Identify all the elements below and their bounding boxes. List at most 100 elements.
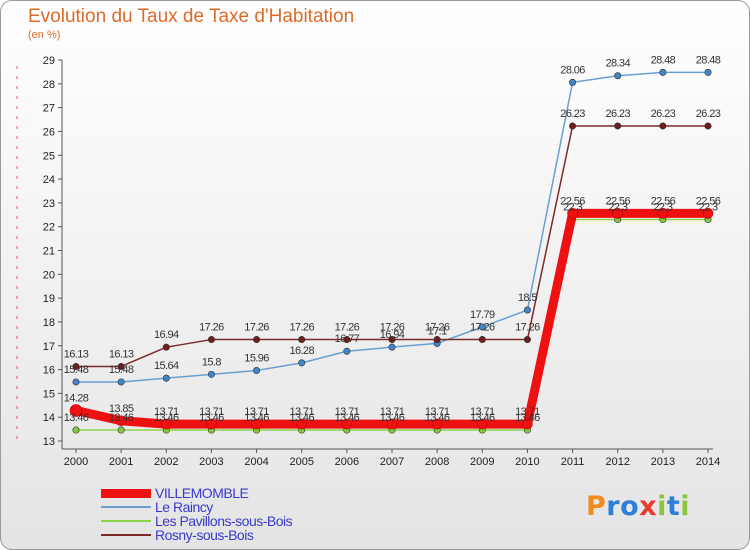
logo-letter: i bbox=[657, 491, 667, 522]
data-label: 15.8 bbox=[202, 356, 221, 368]
legend-label-villemomble: VILLEMOMBLE bbox=[155, 485, 249, 501]
series-line bbox=[71, 208, 713, 429]
legend-item: Rosny-sous-Bois bbox=[101, 528, 292, 542]
data-label: 17.26 bbox=[335, 322, 360, 334]
data-label: 13.46 bbox=[64, 412, 89, 424]
data-label: 13.46 bbox=[109, 412, 134, 424]
data-label: 22.56 bbox=[696, 195, 721, 207]
data-label: 16.94 bbox=[154, 329, 179, 341]
data-point bbox=[298, 336, 306, 344]
data-point bbox=[569, 122, 577, 130]
data-point bbox=[253, 336, 261, 344]
logo-letter: P bbox=[586, 491, 607, 522]
legend-label-le-raincy: Le Raincy bbox=[155, 499, 213, 515]
data-label: 13.46 bbox=[335, 412, 360, 424]
chart-title: Evolution du Taux de Taxe d'Habitation bbox=[28, 6, 355, 27]
data-point bbox=[343, 336, 351, 344]
logo-letter: o bbox=[620, 491, 640, 522]
x-tick-label: 2007 bbox=[380, 456, 404, 468]
data-label: 17.26 bbox=[470, 322, 495, 334]
data-label: 13.46 bbox=[425, 412, 450, 424]
data-label: 22.56 bbox=[560, 195, 585, 207]
data-label: 28.06 bbox=[560, 64, 585, 76]
data-point bbox=[657, 208, 669, 219]
unit-label: (en %) bbox=[28, 29, 61, 41]
data-point bbox=[207, 336, 215, 344]
data-label: 17.26 bbox=[425, 322, 450, 334]
legend-swatch-villemomble bbox=[101, 488, 151, 498]
x-tick-label: 2011 bbox=[561, 456, 585, 468]
data-label: 16.28 bbox=[289, 345, 314, 357]
data-label: 22.3 bbox=[563, 202, 582, 214]
data-label: 13.71 bbox=[289, 406, 314, 418]
x-tick-label: 2014 bbox=[696, 456, 720, 468]
data-label: 13.71 bbox=[199, 406, 224, 418]
data-label: 17.26 bbox=[289, 322, 314, 334]
data-label: 13.71 bbox=[154, 406, 179, 418]
data-label: 13.71 bbox=[335, 406, 360, 418]
y-tick-label: 27 bbox=[43, 103, 55, 115]
data-point bbox=[117, 378, 125, 386]
legend-item: Les Pavillons-sous-Bois bbox=[101, 514, 293, 528]
data-label: 13.46 bbox=[289, 412, 314, 424]
data-point bbox=[253, 367, 261, 375]
data-point bbox=[160, 418, 172, 430]
data-point bbox=[115, 415, 127, 427]
x-tick-label: 2012 bbox=[605, 456, 629, 468]
data-point bbox=[162, 374, 170, 382]
data-label: 26.23 bbox=[696, 108, 721, 120]
legend-label-rosny: Rosny-sous-Bois bbox=[155, 527, 254, 543]
data-label: 17.26 bbox=[244, 322, 269, 334]
data-label: 16.94 bbox=[380, 329, 405, 341]
data-point bbox=[478, 336, 486, 344]
data-point bbox=[433, 336, 441, 344]
data-point bbox=[343, 347, 351, 355]
y-tick-label: 21 bbox=[43, 246, 55, 258]
data-label: 16.13 bbox=[64, 348, 89, 360]
data-point bbox=[296, 418, 308, 430]
y-tick-label: 14 bbox=[43, 412, 55, 424]
data-label: 17.26 bbox=[199, 322, 224, 334]
data-point bbox=[659, 68, 667, 76]
data-label: 17.79 bbox=[470, 309, 495, 321]
data-point bbox=[523, 306, 531, 314]
data-point bbox=[612, 208, 624, 219]
data-point bbox=[72, 426, 80, 434]
x-tick-label: 2002 bbox=[154, 456, 178, 468]
data-point bbox=[522, 418, 533, 430]
data-label: 17.1 bbox=[428, 325, 447, 337]
data-label: 22.3 bbox=[653, 202, 672, 214]
legend: VILLEMOMBLE Le Raincy Les Pavillons-sous… bbox=[101, 486, 293, 542]
y-tick-label: 20 bbox=[43, 269, 55, 281]
x-tick-label: 2013 bbox=[651, 456, 675, 468]
data-label: 26.23 bbox=[560, 108, 585, 120]
data-point bbox=[569, 78, 577, 86]
data-label: 13.71 bbox=[380, 406, 405, 418]
data-label: 13.46 bbox=[470, 412, 495, 424]
data-point bbox=[69, 404, 83, 417]
data-label: 13.71 bbox=[244, 406, 269, 418]
y-tick-label: 23 bbox=[43, 198, 55, 210]
data-point bbox=[478, 323, 486, 331]
x-tick-label: 2005 bbox=[289, 456, 313, 468]
data-label: 28.48 bbox=[651, 54, 676, 66]
y-tick-label: 26 bbox=[43, 126, 55, 138]
data-label: 28.48 bbox=[696, 54, 721, 66]
data-label: 13.46 bbox=[380, 412, 405, 424]
data-label: 13.46 bbox=[154, 412, 179, 424]
data-point bbox=[388, 336, 396, 344]
data-point bbox=[614, 72, 622, 80]
legend-item: VILLEMOMBLE bbox=[101, 486, 292, 500]
data-label: 13.46 bbox=[244, 412, 269, 424]
x-tick-label: 2004 bbox=[244, 456, 268, 468]
data-label: 15.48 bbox=[64, 364, 89, 376]
y-tick-label: 18 bbox=[43, 317, 55, 329]
data-label: 13.46 bbox=[515, 412, 540, 424]
y-tick-label: 25 bbox=[43, 150, 55, 162]
data-label: 22.56 bbox=[651, 195, 676, 207]
y-tick-label: 16 bbox=[43, 365, 55, 377]
legend-item: Le Raincy bbox=[101, 500, 292, 514]
x-tick-label: 2009 bbox=[470, 456, 494, 468]
data-label: 13.71 bbox=[470, 406, 495, 418]
data-point bbox=[117, 362, 125, 370]
